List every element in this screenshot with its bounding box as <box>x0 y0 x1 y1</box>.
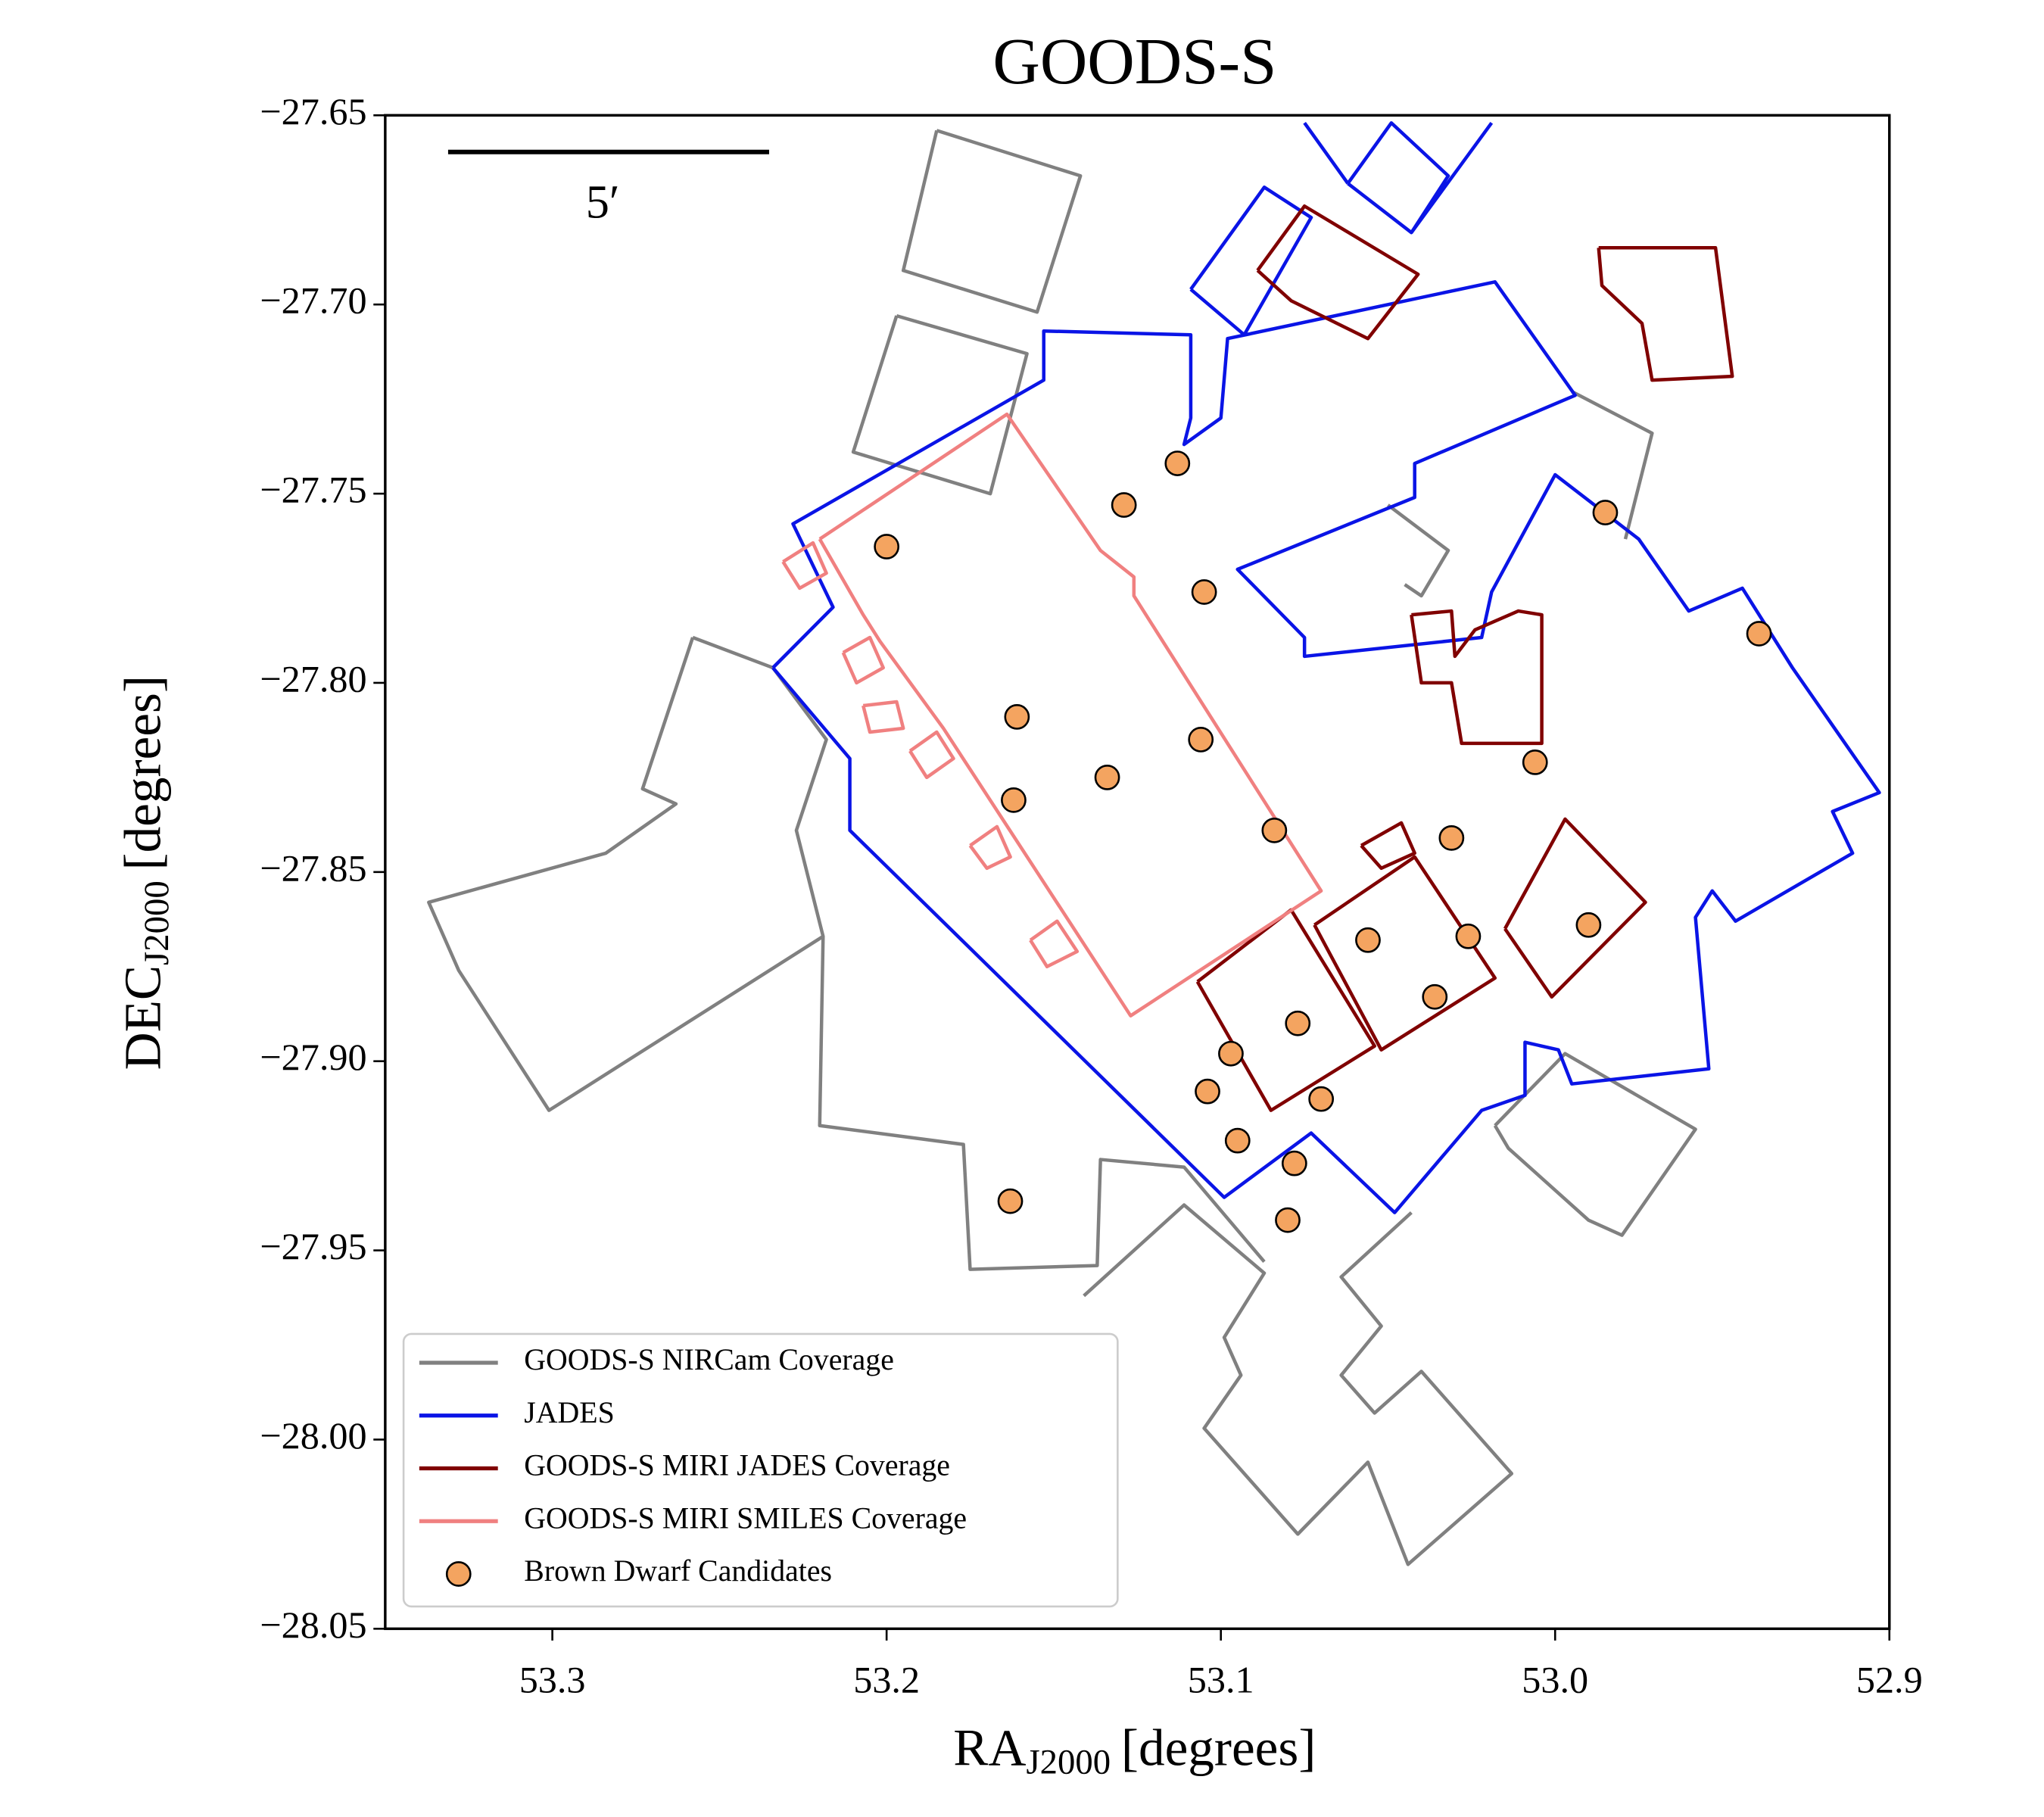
candidate-point <box>1275 1207 1301 1233</box>
coverage-outline <box>771 121 1881 1214</box>
y-tick-label: −28.00 <box>260 1414 366 1457</box>
y-label-main: DEC <box>113 965 171 1070</box>
y-tick-label: −27.95 <box>260 1225 366 1267</box>
candidate-point <box>1522 750 1548 775</box>
x-tick-label: 53.1 <box>1188 1659 1254 1701</box>
candidate-point <box>1308 1086 1335 1112</box>
legend-box <box>402 1332 1119 1608</box>
y-axis-label: DECJ2000 [degrees] <box>113 675 176 1070</box>
y-tick-label: −27.70 <box>260 279 366 322</box>
candidate-point <box>1188 727 1214 753</box>
legend-label: Brown Dwarf Candidates <box>524 1554 832 1588</box>
y-tick-label: −28.05 <box>260 1604 366 1646</box>
x-tick-label: 53.3 <box>519 1659 586 1701</box>
candidate-point <box>997 1188 1024 1214</box>
candidate-point <box>1004 704 1030 730</box>
legend-label: JADES <box>524 1396 614 1429</box>
candidate-point <box>1218 1040 1244 1067</box>
legend-label: GOODS-S NIRCam Coverage <box>524 1343 894 1376</box>
x-label-main: RA <box>953 1719 1026 1777</box>
legend-marker <box>445 1561 472 1587</box>
x-tick-label: 53.0 <box>1522 1659 1588 1701</box>
x-tick-label: 53.2 <box>853 1659 920 1701</box>
candidate-point <box>1224 1127 1251 1154</box>
coverage-outline <box>781 412 1323 1018</box>
candidate-point <box>1164 450 1191 476</box>
coverage-outline <box>427 129 1697 1566</box>
chart-title: GOODS-S <box>992 25 1276 98</box>
candidate-point <box>1001 787 1027 813</box>
y-tick-label: −27.85 <box>260 846 366 889</box>
y-tick-label: −27.80 <box>260 657 366 700</box>
candidate-point <box>1575 912 1602 938</box>
y-label-sub: J2000 <box>137 880 176 965</box>
candidate-point <box>1438 824 1465 851</box>
y-tick-label: −27.65 <box>260 90 366 132</box>
x-label-unit: [degrees] <box>1121 1719 1316 1777</box>
candidate-point <box>1746 621 1772 647</box>
coverage-outline <box>1195 204 1734 1112</box>
legend-label: GOODS-S MIRI SMILES Coverage <box>524 1501 967 1535</box>
legend: GOODS-S NIRCam Coverage JADES GOODS-S MIRI… <box>402 1332 1119 1608</box>
y-tick-label: −27.75 <box>260 469 366 511</box>
candidate-point <box>1592 500 1619 525</box>
candidate-point <box>1094 765 1120 790</box>
candidate-point <box>1355 927 1381 953</box>
legend-label: GOODS-S MIRI JADES Coverage <box>524 1449 950 1482</box>
y-tick-label: −27.90 <box>260 1036 366 1078</box>
x-label-sub: J2000 <box>1026 1742 1111 1781</box>
candidate-point <box>874 534 900 559</box>
candidate-point <box>1281 1150 1307 1177</box>
x-tick-label: 52.9 <box>1856 1659 1923 1701</box>
candidate-point <box>1195 1078 1220 1105</box>
candidate-point <box>1285 1010 1311 1036</box>
scale-bar-label: 5′ <box>586 176 620 229</box>
x-axis-label: RAJ2000 [degrees] <box>953 1719 1316 1781</box>
candidate-point <box>1261 817 1288 843</box>
y-label-unit: [degrees] <box>113 675 171 870</box>
candidate-point <box>1191 579 1217 605</box>
candidate-point <box>1455 923 1482 949</box>
candidate-point <box>1422 983 1448 1010</box>
plot-area <box>427 121 1881 1566</box>
candidate-point <box>1111 492 1137 518</box>
